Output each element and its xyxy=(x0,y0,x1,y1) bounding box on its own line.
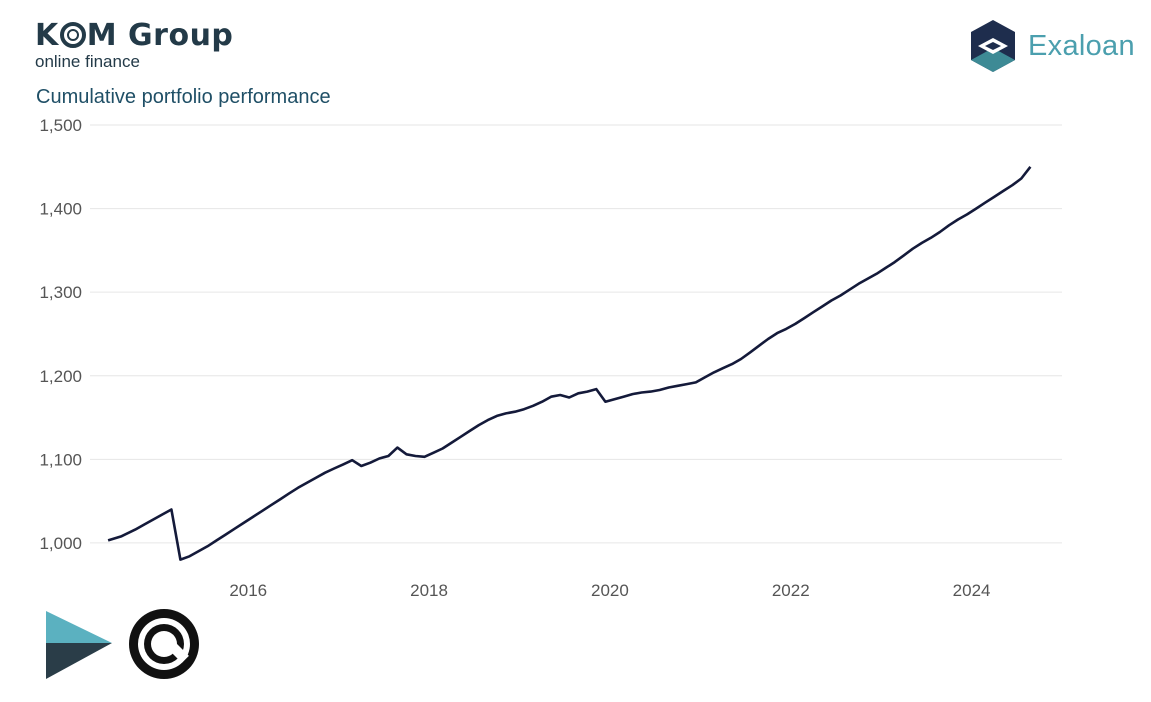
kom-o-ring-icon xyxy=(59,22,86,48)
exaloan-name: Exaloan xyxy=(1028,29,1135,62)
kom-group-logo: K M Group online finance xyxy=(35,18,233,72)
x-axis-ticks: 2016 2018 2020 2022 2024 xyxy=(229,581,990,600)
chart-title: Cumulative portfolio performance xyxy=(36,86,331,108)
portfolio-performance-line xyxy=(107,166,1032,561)
kom-wordmark-k: K xyxy=(35,18,59,53)
kom-group-tagline: online finance xyxy=(35,52,140,71)
kom-wordmark-rest: M Group xyxy=(86,18,234,53)
kom-group-wordmark: K M Group xyxy=(35,18,233,54)
footer-logos-graphic xyxy=(46,609,199,679)
y-tick-label: 1,000 xyxy=(39,534,82,553)
gridlines xyxy=(90,124,1062,544)
exaloan-hexagon-icon xyxy=(971,20,1015,72)
y-tick-label: 1,100 xyxy=(39,450,82,469)
circle-logo-icon xyxy=(129,609,199,679)
y-tick-label: 1,300 xyxy=(39,283,82,302)
arrow-logo-icon xyxy=(46,611,112,679)
x-tick-label: 2020 xyxy=(591,581,629,600)
y-tick-label: 1,400 xyxy=(39,200,82,219)
footer-logos xyxy=(44,607,204,688)
y-tick-label: 1,500 xyxy=(39,116,82,135)
x-tick-label: 2016 xyxy=(229,581,267,600)
x-tick-label: 2024 xyxy=(953,581,991,600)
x-tick-label: 2018 xyxy=(410,581,448,600)
exaloan-logo: Exaloan xyxy=(968,18,1135,74)
y-tick-label: 1,200 xyxy=(39,367,82,386)
y-axis-ticks: 1,000 1,100 1,200 1,300 1,400 1,500 xyxy=(39,116,82,553)
x-tick-label: 2022 xyxy=(772,581,810,600)
